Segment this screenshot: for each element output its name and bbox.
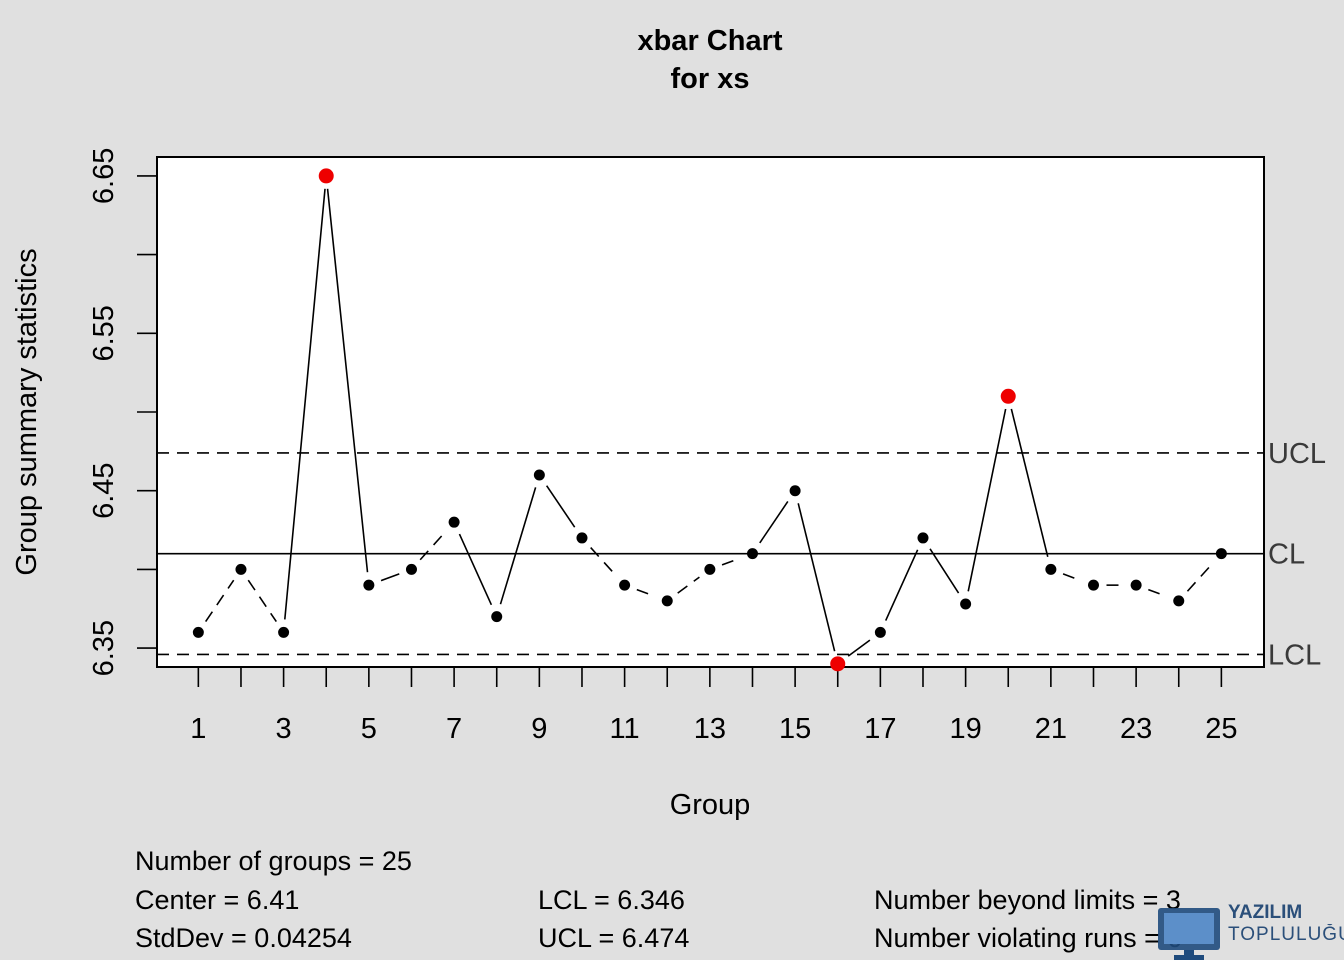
data-point <box>874 626 886 638</box>
x-axis: 1 3 5 7 9 11 13 15 17 19 21 23 25 <box>190 667 1238 745</box>
series-line <box>204 188 1214 657</box>
data-point <box>704 563 716 575</box>
series-segment <box>797 503 836 652</box>
x-tick-label: 17 <box>864 713 896 745</box>
series-segment <box>929 548 960 594</box>
x-tick-label: 5 <box>361 713 377 745</box>
data-point <box>405 563 417 575</box>
series-segment <box>247 579 277 623</box>
data-point <box>789 485 801 497</box>
data-point <box>619 579 631 591</box>
series-segment <box>847 639 871 657</box>
series-segment <box>1010 408 1049 557</box>
x-tick-label: 19 <box>949 713 981 745</box>
data-point <box>448 516 460 528</box>
chart-subtitle: for xs <box>671 63 750 95</box>
control-label-cl: CL <box>1268 539 1305 571</box>
data-point <box>1087 579 1099 591</box>
series-segment <box>326 188 369 573</box>
data-point <box>576 532 588 544</box>
x-tick-label: 7 <box>446 713 462 745</box>
data-point <box>363 579 375 591</box>
series-segment <box>677 576 700 594</box>
data-point <box>746 548 758 560</box>
data-point <box>917 532 929 544</box>
x-tick-label: 23 <box>1120 713 1152 745</box>
data-point <box>1045 563 1057 575</box>
y-tick-label: 6.65 <box>88 148 120 204</box>
data-point-violation <box>1000 388 1016 404</box>
data-point <box>491 611 503 623</box>
series-segment <box>1148 588 1167 598</box>
data-point <box>1130 579 1142 591</box>
data-point <box>235 563 247 575</box>
series-segment <box>545 485 576 528</box>
monitor-logo-icon <box>1158 908 1220 960</box>
y-tick-label: 6.55 <box>88 305 120 361</box>
data-point <box>661 595 673 607</box>
series-segment <box>636 588 656 598</box>
series-segment <box>884 549 919 621</box>
watermark-line1: YAZILIM <box>1228 902 1303 923</box>
x-axis-label: Group <box>670 789 751 821</box>
series-segment <box>759 501 789 544</box>
series-segment <box>204 579 235 623</box>
data-point-violation <box>830 656 846 672</box>
control-label-lcl: LCL <box>1268 639 1321 671</box>
data-point-violation <box>318 168 334 184</box>
control-lines: UCL CL LCL <box>157 438 1326 671</box>
data-point <box>1173 595 1185 607</box>
data-point <box>192 626 204 638</box>
series-segment <box>419 531 446 561</box>
y-axis: 6.35 6.45 6.55 6.65 <box>88 148 157 676</box>
series-segment <box>380 573 400 582</box>
series-segment <box>721 557 741 566</box>
watermark-line2: TOPLULUĞU <box>1228 924 1344 945</box>
x-tick-label: 1 <box>190 713 206 745</box>
y-tick-label: 6.35 <box>88 620 120 676</box>
stat-center: Center = 6.41 <box>135 885 300 915</box>
series-segment <box>284 188 326 620</box>
stat-ucl: UCL = 6.474 <box>538 923 690 953</box>
x-tick-label: 25 <box>1205 713 1237 745</box>
stat-lcl: LCL = 6.346 <box>538 885 685 915</box>
data-point <box>960 598 972 610</box>
stat-stddev: StdDev = 0.04254 <box>135 923 352 953</box>
series-segment <box>1062 573 1082 582</box>
series-segment <box>499 487 537 605</box>
x-tick-label: 3 <box>276 713 292 745</box>
data-points <box>192 168 1227 672</box>
control-label-ucl: UCL <box>1268 438 1326 470</box>
x-tick-label: 15 <box>779 713 811 745</box>
series-segment <box>967 408 1007 592</box>
chart-title: xbar Chart <box>637 25 782 57</box>
plot-area <box>156 156 1265 668</box>
series-segment <box>458 533 493 606</box>
series-segment <box>1186 562 1214 592</box>
y-tick-label: 6.45 <box>88 462 120 518</box>
y-axis-label: Group summary statistics <box>11 248 43 575</box>
series-segment <box>590 547 617 577</box>
x-tick-label: 13 <box>694 713 726 745</box>
data-point <box>1215 548 1227 560</box>
stat-beyond-limits: Number beyond limits = 3 <box>874 885 1181 915</box>
stat-violating-runs: Number violating runs = 0 <box>874 923 1183 953</box>
stat-groups: Number of groups = 25 <box>135 846 412 876</box>
x-tick-label: 11 <box>610 713 640 745</box>
data-point <box>278 626 290 638</box>
x-tick-label: 21 <box>1035 713 1067 745</box>
x-tick-label: 9 <box>531 713 547 745</box>
data-point <box>533 469 545 481</box>
